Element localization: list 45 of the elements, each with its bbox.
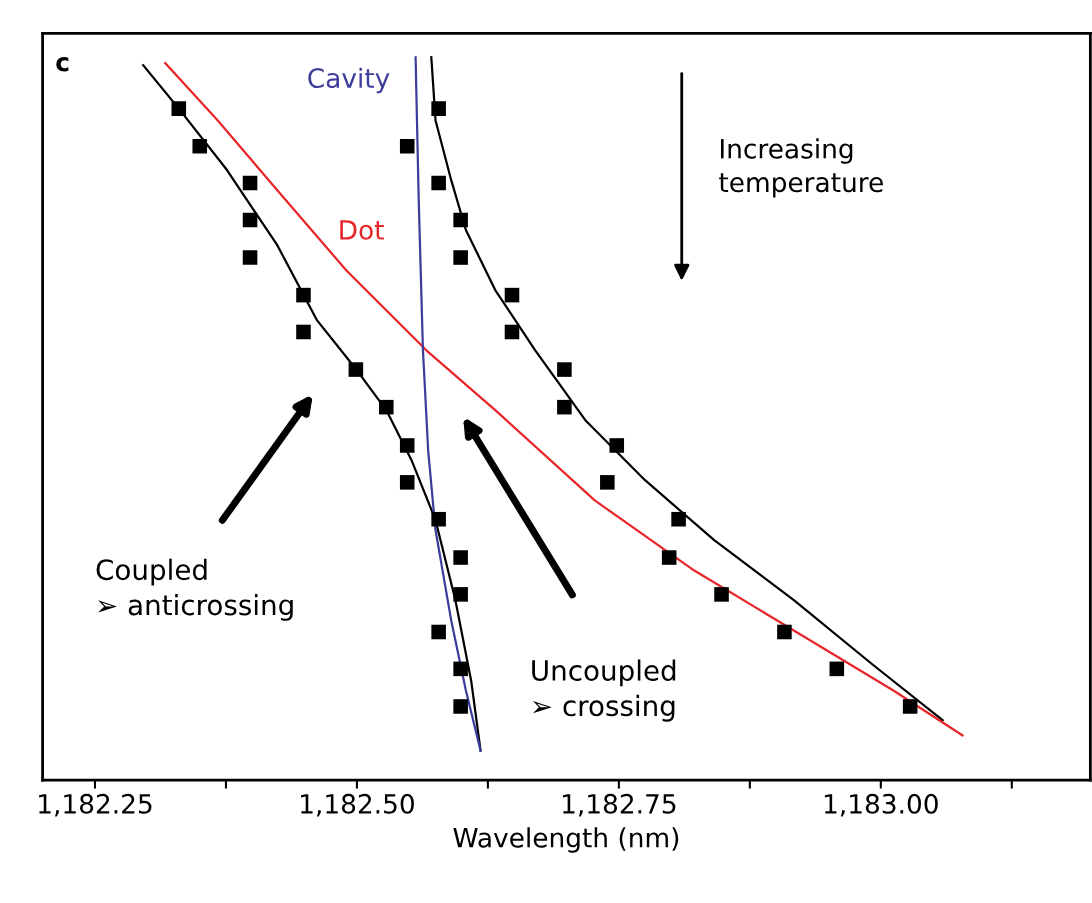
point	[504, 287, 520, 303]
series-label: Cavity	[308, 67, 390, 94]
point	[609, 438, 625, 453]
point	[453, 212, 468, 228]
annotation: Increasing temperature	[719, 138, 883, 198]
point	[399, 475, 415, 490]
point	[399, 438, 415, 453]
point	[431, 101, 446, 116]
point	[453, 250, 468, 265]
point	[378, 399, 394, 415]
point	[431, 511, 446, 527]
point	[453, 587, 468, 602]
x-tick-label: 1,182.25	[39, 793, 152, 817]
point	[829, 661, 845, 677]
point	[242, 175, 258, 191]
point	[453, 550, 468, 565]
annotation: Coupled ➢ anticrossing	[96, 558, 293, 621]
x-tick-label: 1,182.50	[301, 793, 414, 817]
point	[671, 511, 686, 527]
point	[242, 250, 258, 265]
point	[777, 624, 792, 640]
point	[661, 550, 677, 565]
point	[192, 138, 208, 154]
x-axis-title: Wavelength (nm)	[453, 827, 679, 853]
point	[600, 475, 615, 490]
x-tick-label: 1,183.00	[824, 793, 938, 817]
annotation: Uncoupled ➢ crossing	[532, 659, 676, 722]
point	[296, 287, 311, 303]
series-label: Dot	[340, 220, 384, 240]
point	[902, 699, 918, 714]
point	[431, 624, 446, 640]
point	[453, 661, 468, 677]
point	[296, 324, 311, 340]
point	[504, 324, 520, 340]
point	[714, 587, 729, 602]
x-tick-label: 1,182.75	[563, 793, 676, 817]
point	[399, 138, 415, 154]
point	[557, 399, 572, 415]
point	[453, 699, 468, 714]
annotation: c	[56, 57, 69, 72]
point	[557, 362, 572, 377]
point	[242, 212, 258, 228]
point	[348, 362, 364, 377]
point	[171, 101, 187, 116]
point	[431, 175, 446, 191]
